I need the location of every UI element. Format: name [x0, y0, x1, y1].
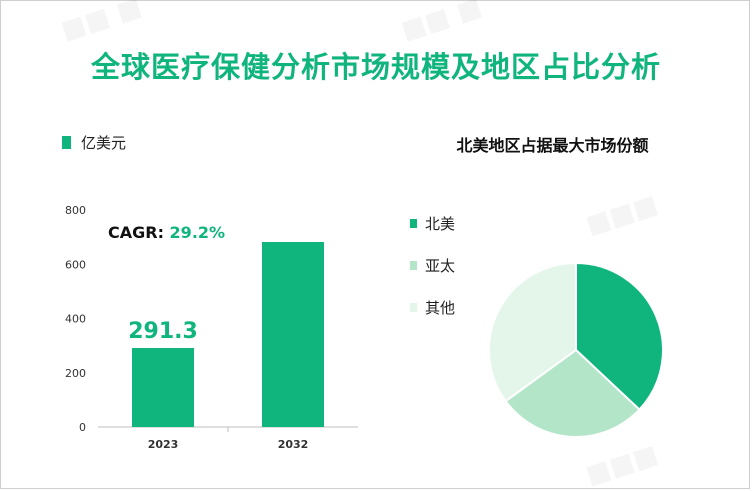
pie-legend: 北美 亚太 其他 [410, 214, 456, 317]
cagr-value: 29.2% [170, 223, 226, 242]
pie-legend-label: 亚太 [425, 256, 456, 275]
pie-slice [488, 261, 577, 403]
y-tick-label: 600 [65, 258, 86, 271]
pie-legend-item: 亚太 [410, 256, 456, 275]
bar [132, 347, 194, 427]
y-tick-label: 800 [65, 204, 86, 217]
y-tick-label: 400 [65, 313, 86, 326]
pie-legend-swatch [410, 218, 417, 228]
pie-slice [575, 261, 664, 411]
y-tick-label: 0 [79, 421, 86, 434]
pie-title: 北美地区占据最大市场份额 [456, 136, 649, 155]
bar-legend: 亿美元 [62, 132, 126, 153]
x-tick-label: 2023 [148, 438, 179, 451]
pie-legend-label: 其他 [425, 298, 456, 317]
pie-slice [504, 348, 641, 438]
bar-legend-label: 亿美元 [81, 134, 127, 152]
bar [262, 242, 324, 427]
bar-legend-swatch [62, 136, 71, 149]
cagr-annotation: CAGR: 29.2% [108, 223, 225, 242]
cagr-label: CAGR: [108, 223, 170, 242]
pie-legend-swatch [410, 260, 417, 270]
x-tick-label: 2032 [278, 438, 309, 451]
page-title: 全球医疗保健分析市场规模及地区占比分析 [90, 50, 661, 84]
bar-value-label: 291.3 [128, 319, 198, 344]
pie-legend-item: 其他 [410, 298, 456, 317]
pie-legend-swatch [410, 302, 417, 312]
y-tick-label: 200 [65, 367, 86, 380]
pie-legend-item: 北美 [410, 214, 456, 233]
pie-legend-label: 北美 [425, 214, 456, 233]
